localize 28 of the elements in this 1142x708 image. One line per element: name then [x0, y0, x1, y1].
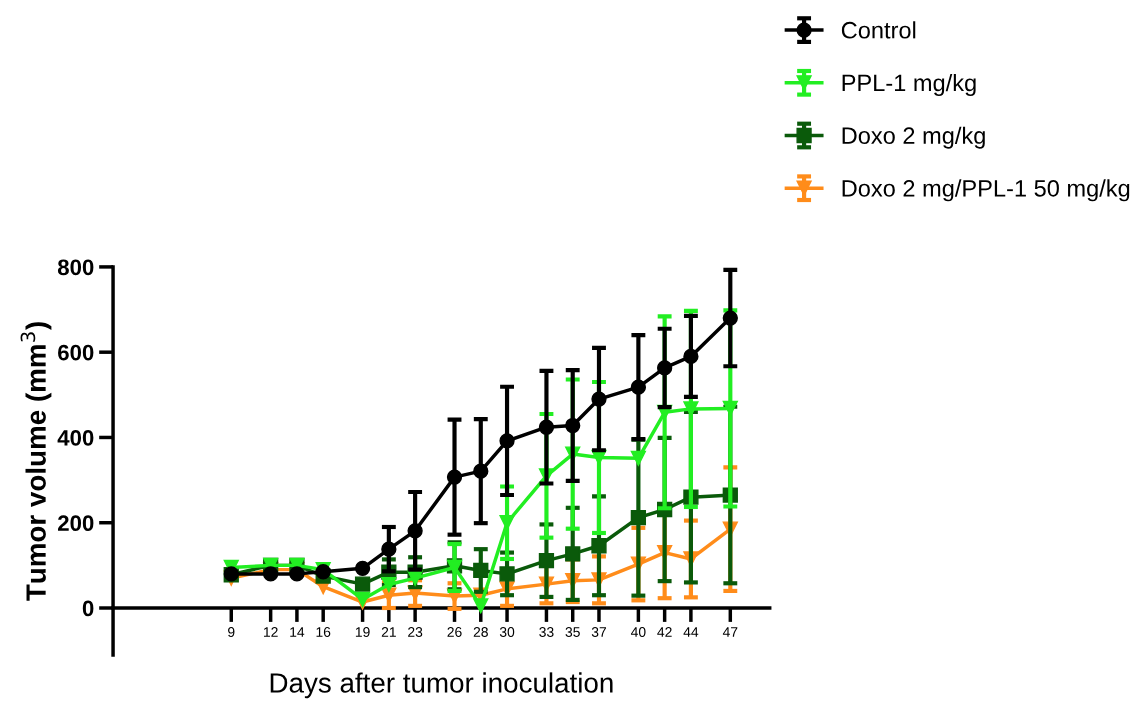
x-tick-label: 23 — [408, 627, 423, 637]
x-tick-label: 28 — [473, 627, 488, 637]
y-tick-label: 600 — [58, 344, 94, 361]
x-tick-label: 42 — [657, 627, 672, 637]
x-tick-label: 35 — [565, 627, 580, 637]
x-tick-label: 12 — [263, 627, 278, 637]
y-tick-label: 400 — [57, 429, 94, 446]
x-tick-label: 44 — [683, 627, 699, 637]
x-tick-label: 14 — [290, 627, 305, 637]
y-tick-label: 0 — [82, 600, 94, 617]
legend-label: PPL-1 mg/kg — [842, 73, 976, 96]
y-axis-title: Tumor volume (mm$^{3}$) — [20, 322, 52, 601]
x-tick-label: 47 — [722, 627, 738, 637]
x-axis-title: Days after tumor inoculation — [270, 672, 613, 699]
x-tick-label: 9 — [228, 627, 235, 637]
legend-label: Doxo 2 mg/kg — [842, 126, 985, 149]
x-tick-label: 21 — [381, 627, 396, 637]
x-tick-label: 37 — [591, 627, 607, 637]
x-tick-label: 30 — [499, 627, 515, 637]
x-tick-label: 19 — [355, 627, 370, 637]
legend-label: Doxo 2 mg/PPL-1 50 mg/kg — [842, 179, 1130, 202]
y-tick-label: 200 — [58, 515, 94, 531]
x-tick-label: 40 — [630, 627, 646, 637]
legend-label: Control — [841, 21, 916, 39]
x-tick-label: 26 — [447, 627, 462, 637]
y-tick-label: 800 — [57, 259, 94, 276]
x-tick-label: 33 — [539, 627, 554, 637]
x-tick-label: 16 — [316, 627, 331, 637]
